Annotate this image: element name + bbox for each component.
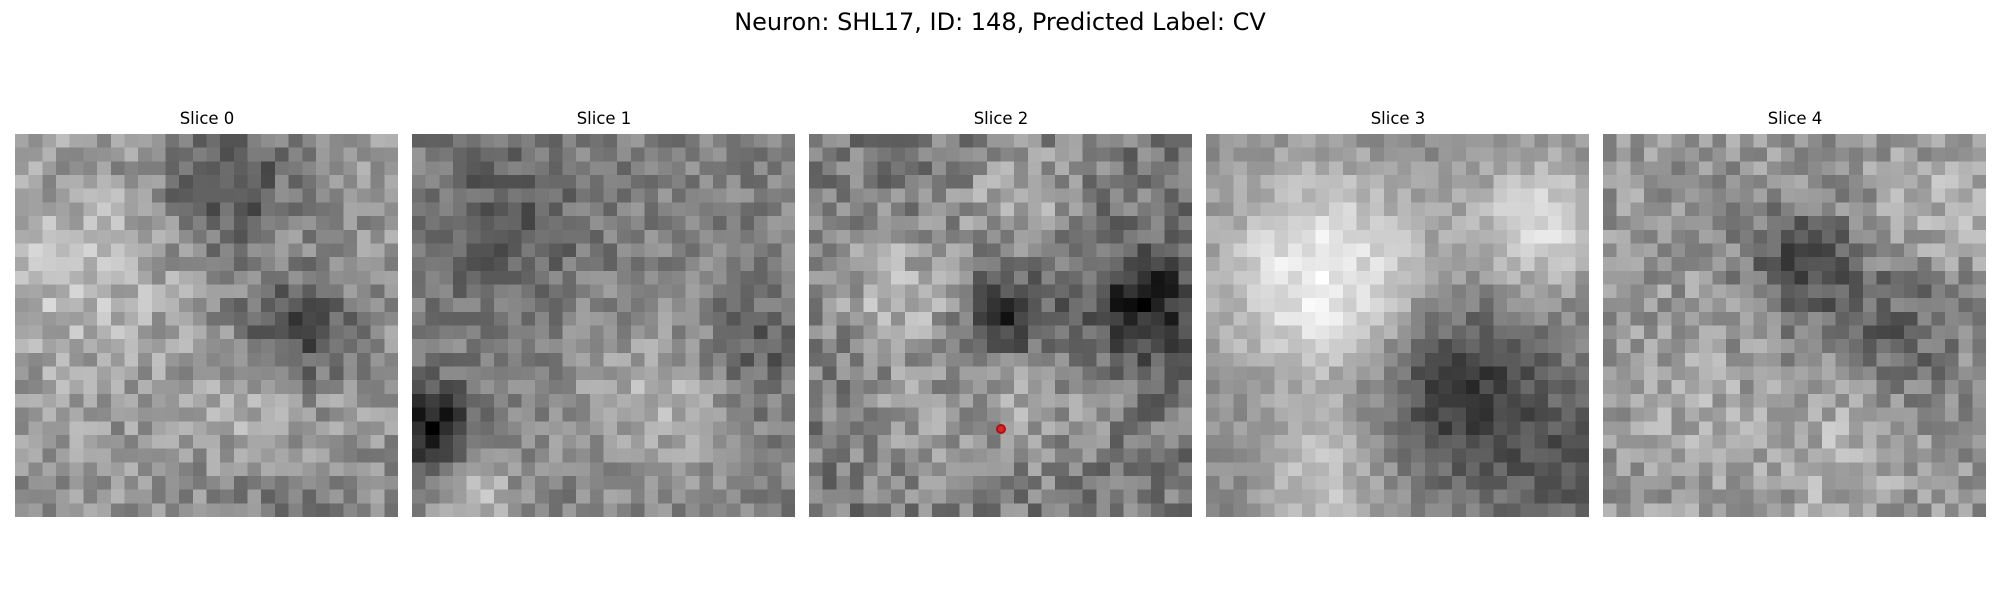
figure-title: Neuron: SHL17, ID: 148, Predicted Label:… [734,8,1266,36]
center-marker [996,424,1006,434]
slice-panel-2: Slice 2 [809,108,1193,517]
slice-title-0: Slice 0 [179,109,235,128]
slice-title-3: Slice 3 [1370,109,1426,128]
slice-title-4: Slice 4 [1767,109,1823,128]
slice-image-3 [1206,134,1589,517]
slice-panel-0: Slice 0 [15,108,399,517]
slice-panel-4: Slice 4 [1603,108,1987,517]
slice-image-4 [1603,134,1986,517]
slice-title-2: Slice 2 [973,109,1029,128]
slice-image-0 [15,134,398,517]
slice-panel-1: Slice 1 [412,108,796,517]
slice-panel-3: Slice 3 [1206,108,1590,517]
slice-title-1: Slice 1 [576,109,632,128]
slice-image-1 [412,134,795,517]
slice-image-2 [809,134,1192,517]
